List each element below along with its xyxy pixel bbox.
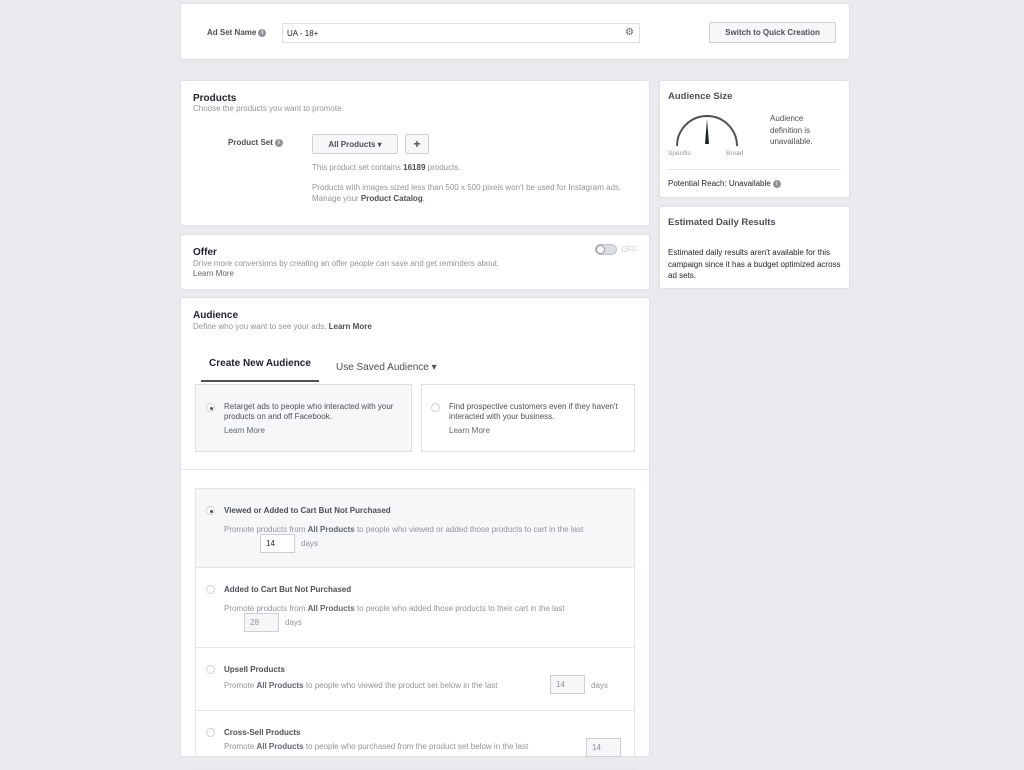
ad-set-name-input[interactable]: UA - 18+ ⚙	[282, 23, 640, 43]
ad-set-name-card: Ad Set Name i UA - 18+ ⚙ Switch to Quick …	[180, 3, 850, 60]
ad-set-name-label: Ad Set Name i	[207, 28, 267, 37]
offer-card: Offer Drive more conversions by creating…	[180, 234, 650, 290]
audience-title: Audience	[193, 310, 239, 321]
audience-size-message: Audience definition is unavailable.	[770, 114, 813, 146]
divider	[668, 169, 841, 170]
product-count: This product set contains 16189 products…	[312, 163, 461, 172]
switch-to-quick-creation-button[interactable]: Switch to Quick Creation	[709, 22, 836, 43]
offer-toggle-label: OFF	[621, 245, 637, 254]
daily-results-title: Estimated Daily Results	[668, 217, 776, 228]
days-input[interactable]: 14	[260, 534, 295, 553]
radio-button[interactable]	[206, 585, 215, 594]
radio-button[interactable]	[206, 728, 215, 737]
radio-button[interactable]	[431, 403, 440, 412]
offer-subtitle: Drive more conversions by creating an of…	[193, 259, 500, 268]
radio-button[interactable]	[206, 403, 215, 412]
offer-title: Offer	[193, 247, 217, 258]
learn-more-link[interactable]: Learn More	[449, 426, 490, 435]
divider	[181, 469, 649, 470]
info-icon: i	[258, 28, 267, 37]
audience-choice-prospective[interactable]: Find prospective customers even if they …	[421, 384, 635, 452]
learn-more-link[interactable]: Learn More	[224, 426, 265, 435]
audience-size-card: Audience Size Specific Broad Audience de…	[659, 80, 850, 198]
info-icon: i	[274, 138, 283, 147]
product-set-label: Product Set i	[228, 138, 283, 147]
offer-learn-more-link[interactable]: Learn More	[193, 269, 234, 278]
option-upsell[interactable]: Upsell Products Promote All Products to …	[195, 647, 635, 711]
audience-learn-more-link[interactable]: Learn More	[328, 322, 372, 331]
product-catalog-link[interactable]: Product Catalog	[360, 194, 423, 203]
tab-create-new-audience[interactable]: Create New Audience	[201, 358, 319, 382]
days-input[interactable]: 28	[244, 613, 279, 632]
audience-choice-retarget[interactable]: Retarget ads to people who interacted wi…	[195, 384, 412, 452]
days-input[interactable]: 14	[550, 675, 585, 694]
option-cross-sell[interactable]: Cross-Sell Products Promote All Products…	[195, 710, 635, 770]
audience-gauge-icon	[676, 115, 738, 147]
products-card: Products Choose the products you want to…	[180, 80, 650, 226]
product-set-dropdown[interactable]: All Products ▾	[312, 134, 398, 154]
audience-subtitle: Define who you want to see your ads. Lea…	[193, 322, 372, 331]
products-title: Products	[193, 93, 237, 104]
option-added-to-cart[interactable]: Added to Cart But Not Purchased Promote …	[195, 567, 635, 648]
tab-use-saved-audience[interactable]: Use Saved Audience ▾	[336, 362, 437, 373]
daily-results-message: Estimated daily results aren't available…	[668, 248, 841, 280]
caret-down-icon: ▾	[377, 139, 382, 149]
gear-icon[interactable]: ⚙	[625, 27, 634, 38]
gauge-specific-label: Specific	[668, 150, 691, 157]
option-viewed-or-added[interactable]: Viewed or Added to Cart But Not Purchase…	[195, 488, 635, 568]
audience-card: Audience Define who you want to see your…	[180, 297, 650, 770]
products-subtitle: Choose the products you want to promote.	[193, 104, 344, 113]
image-size-note: Products with images sized less than 500…	[312, 183, 622, 203]
gauge-broad-label: Broad	[726, 150, 744, 157]
estimated-daily-results-card: Estimated Daily Results Estimated daily …	[659, 206, 850, 289]
add-product-set-button[interactable]: +	[405, 134, 429, 154]
potential-reach: Potential Reach: Unavailable i	[668, 179, 781, 188]
offer-toggle[interactable]	[595, 244, 617, 255]
info-icon: i	[772, 179, 781, 188]
radio-button[interactable]	[206, 506, 215, 515]
audience-size-title: Audience Size	[668, 91, 733, 102]
radio-button[interactable]	[206, 665, 215, 674]
caret-down-icon: ▾	[431, 362, 437, 373]
